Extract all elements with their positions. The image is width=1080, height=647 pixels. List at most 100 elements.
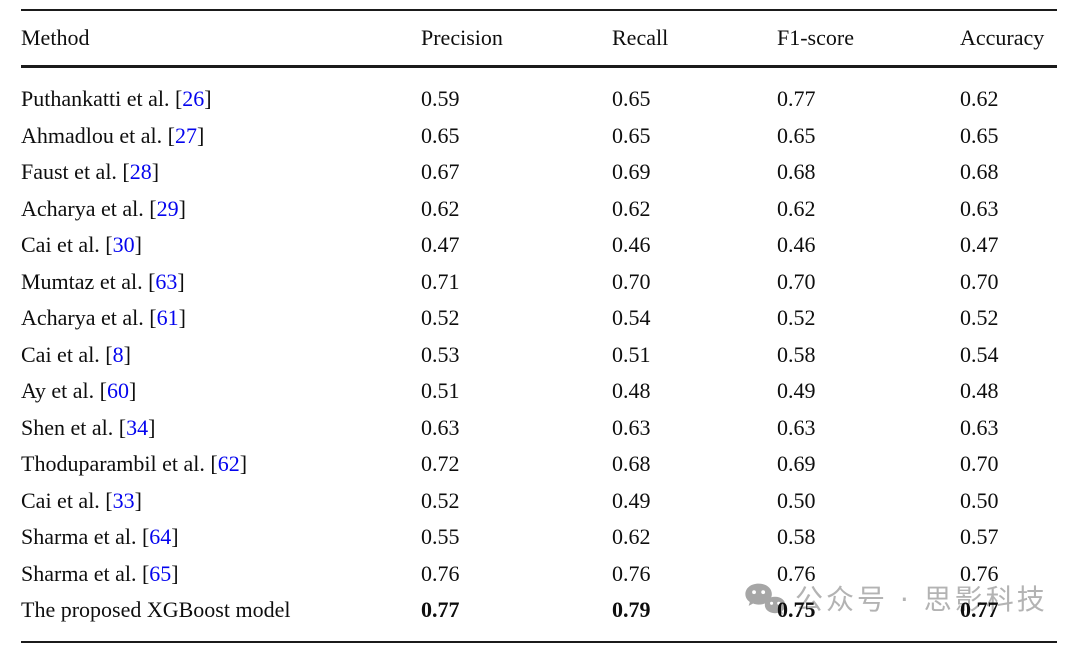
value-cell: 0.58 — [777, 524, 816, 550]
watermark: 公众号 · 思影科技 — [744, 581, 1048, 619]
value-cell: 0.62 — [777, 195, 816, 221]
value-cell: 0.70 — [960, 268, 999, 294]
value-cell: 0.72 — [421, 451, 460, 477]
method-cell: Sharma et al. [64] — [21, 524, 179, 550]
column-header-recall: Recall — [612, 10, 777, 68]
value-cell: 0.68 — [960, 159, 999, 185]
value-cell: 0.52 — [777, 305, 816, 331]
method-cell: Ahmadlou et al. [27] — [21, 122, 205, 148]
value-cell: 0.54 — [612, 305, 651, 331]
header-row: Method Precision Recall F1-score Accurac… — [21, 10, 1057, 68]
value-cell: 0.48 — [960, 378, 999, 404]
table-row: Faust et al. [28] 0.67 0.69 0.68 0.68 — [21, 154, 1057, 191]
value-cell: 0.70 — [612, 268, 651, 294]
method-cell: The proposed XGBoost model — [21, 597, 291, 623]
table-row: The proposed XGBoost model 0.77 0.79 0.75 0.… — [21, 592, 1057, 629]
citation-link[interactable]: 62 — [217, 451, 240, 477]
value-cell: 0.76 — [777, 560, 816, 586]
value-cell: 0.62 — [612, 195, 651, 221]
column-header-f1-score: F1-score — [777, 10, 960, 68]
table-row: Thoduparambil et al. [62] 0.72 0.68 0.69 0.7… — [21, 446, 1057, 483]
value-cell: 0.65 — [421, 122, 460, 148]
table-header: Method Precision Recall F1-score Accurac… — [21, 10, 1057, 68]
wechat-icon — [744, 581, 786, 619]
value-cell: 0.77 — [421, 597, 460, 623]
value-cell: 0.49 — [612, 487, 651, 513]
value-cell: 0.65 — [960, 122, 999, 148]
value-cell: 0.69 — [777, 451, 816, 477]
citation-link[interactable]: 64 — [149, 524, 172, 550]
citation-link[interactable]: 27 — [174, 122, 197, 148]
citation-link[interactable]: 8 — [112, 341, 124, 367]
value-cell: 0.50 — [777, 487, 816, 513]
method-cell: Acharya et al. [61] — [21, 305, 186, 331]
value-cell: 0.77 — [777, 86, 816, 112]
method-cell: Shen et al. [34] — [21, 414, 156, 440]
value-cell: 0.62 — [612, 524, 651, 550]
value-cell: 0.65 — [612, 86, 651, 112]
table-row: Cai et al. [33] 0.52 0.49 0.50 0.50 — [21, 483, 1057, 520]
column-header-precision: Precision — [421, 10, 612, 68]
citation-link[interactable]: 34 — [126, 414, 149, 440]
value-cell: 0.49 — [777, 378, 816, 404]
value-cell: 0.46 — [612, 232, 651, 258]
citation-link[interactable]: 63 — [155, 268, 178, 294]
table-row: Cai et al. [30] 0.47 0.46 0.46 0.47 — [21, 227, 1057, 264]
method-cell: Cai et al. [30] — [21, 232, 142, 258]
value-cell: 0.71 — [421, 268, 460, 294]
value-cell: 0.70 — [960, 451, 999, 477]
table-row: Shen et al. [34] 0.63 0.63 0.63 0.63 — [21, 410, 1057, 447]
method-cell: Cai et al. [8] — [21, 341, 131, 367]
value-cell: 0.50 — [960, 487, 999, 513]
table-row: Mumtaz et al. [63] 0.71 0.70 0.70 0.70 — [21, 264, 1057, 301]
citation-link[interactable]: 61 — [156, 305, 179, 331]
column-header-accuracy: Accuracy — [960, 10, 1057, 68]
citation-link[interactable]: 26 — [182, 86, 205, 112]
value-cell: 0.54 — [960, 341, 999, 367]
watermark-text: 公众号 · 思影科技 — [795, 583, 1048, 616]
citation-link[interactable]: 30 — [112, 232, 135, 258]
value-cell: 0.68 — [612, 451, 651, 477]
value-cell: 0.55 — [421, 524, 460, 550]
value-cell: 0.57 — [960, 524, 999, 550]
citation-link[interactable]: 29 — [156, 195, 179, 221]
value-cell: 0.59 — [421, 86, 460, 112]
citation-link[interactable]: 33 — [112, 487, 135, 513]
column-header-method: Method — [21, 10, 421, 68]
value-cell: 0.46 — [777, 232, 816, 258]
value-cell: 0.68 — [777, 159, 816, 185]
value-cell: 0.63 — [960, 195, 999, 221]
spacer-bottom — [21, 629, 1057, 642]
table-row: Sharma et al. [65] 0.76 0.76 0.76 0.76 — [21, 556, 1057, 593]
table-row: Sharma et al. [64] 0.55 0.62 0.58 0.57 — [21, 519, 1057, 556]
spacer-top — [21, 67, 1057, 82]
value-cell: 0.63 — [421, 414, 460, 440]
value-cell: 0.58 — [777, 341, 816, 367]
value-cell: 0.65 — [777, 122, 816, 148]
table-body: Puthankatti et al. [26] 0.59 0.65 0.77 0.62 A… — [21, 67, 1057, 642]
method-cell: Thoduparambil et al. [62] — [21, 451, 248, 477]
value-cell: 0.77 — [960, 597, 999, 623]
method-cell: Mumtaz et al. [63] — [21, 268, 185, 294]
value-cell: 0.52 — [960, 305, 999, 331]
citation-link[interactable]: 60 — [106, 378, 129, 404]
value-cell: 0.52 — [421, 487, 460, 513]
method-cell: Ay et al. [60] — [21, 378, 137, 404]
table-row: Puthankatti et al. [26] 0.59 0.65 0.77 0.62 — [21, 81, 1057, 118]
value-cell: 0.48 — [612, 378, 651, 404]
value-cell: 0.62 — [421, 195, 460, 221]
value-cell: 0.51 — [421, 378, 460, 404]
table-row: Cai et al. [8] 0.53 0.51 0.58 0.54 — [21, 337, 1057, 374]
table-row: Acharya et al. [29] 0.62 0.62 0.62 0.63 — [21, 191, 1057, 228]
citation-link[interactable]: 65 — [149, 560, 172, 586]
method-cell: Faust et al. [28] — [21, 159, 160, 185]
value-cell: 0.63 — [612, 414, 651, 440]
results-table: Method Precision Recall F1-score Accurac… — [21, 9, 1057, 643]
value-cell: 0.79 — [612, 597, 651, 623]
value-cell: 0.67 — [421, 159, 460, 185]
value-cell: 0.76 — [960, 560, 999, 586]
method-cell: Cai et al. [33] — [21, 487, 142, 513]
citation-link[interactable]: 28 — [129, 159, 152, 185]
results-table-container: Method Precision Recall F1-score Accurac… — [21, 9, 1057, 643]
